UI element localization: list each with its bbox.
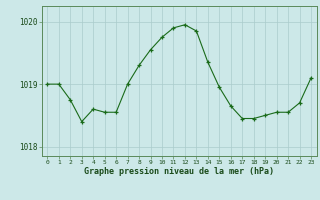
X-axis label: Graphe pression niveau de la mer (hPa): Graphe pression niveau de la mer (hPa): [84, 167, 274, 176]
